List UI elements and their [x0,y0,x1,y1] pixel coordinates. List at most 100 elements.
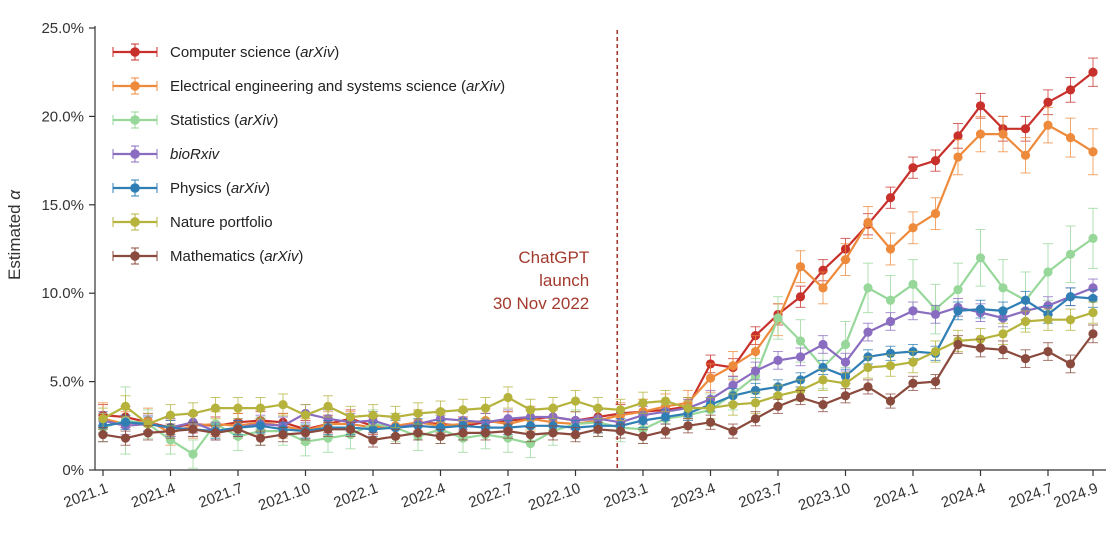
data-point [795,336,806,346]
data-point [863,217,873,228]
data-point [728,426,738,436]
y-tick-label: 25.0% [41,20,84,37]
series-6 [98,324,1098,448]
data-point [840,357,851,367]
data-point [413,428,423,438]
data-point [750,346,761,357]
data-point [435,407,446,417]
legend-marker [130,115,140,125]
data-point [413,408,423,419]
data-point [1088,233,1098,243]
data-point [1065,249,1076,259]
data-point [525,421,536,431]
data-point [1043,267,1053,277]
data-point [953,131,963,141]
y-tick-label: 0% [62,462,84,479]
data-point [98,414,108,424]
data-point [908,378,918,388]
data-point [210,403,221,413]
data-point [255,403,266,413]
series-line [102,124,1094,434]
x-tick-label: 2023.7 [736,480,785,512]
data-point [323,401,333,411]
y-tick-label: 15.0% [41,197,84,214]
data-point [233,424,243,434]
data-point [165,435,176,445]
data-point [975,253,986,263]
data-point [885,316,896,327]
data-point [503,414,513,424]
legend-marker [130,149,140,159]
data-point [953,339,963,350]
data-point [1065,315,1076,325]
data-point [368,410,378,420]
data-point [593,424,603,434]
data-point [885,295,896,305]
legend-marker [130,251,140,261]
data-point [233,403,243,413]
legend-label: Computer science (arXiv) [170,44,339,61]
data-point [638,415,648,426]
x-tick-label: 2024.1 [871,480,920,512]
data-point [818,399,828,410]
data-point [368,424,378,434]
data-point [885,193,896,203]
x-tick-label: 2021.4 [129,480,178,512]
data-point [840,339,851,350]
data-point [165,410,176,420]
data-point [345,424,356,434]
data-point [1088,308,1098,318]
x-tick-label: 2022.7 [466,480,515,512]
data-point [1065,359,1076,369]
data-point [795,392,806,403]
data-point [458,428,468,438]
legend-label: Mathematics (arXiv) [170,248,303,265]
data-point [998,306,1008,316]
data-point [908,279,918,289]
legend: Computer science (arXiv) Electrical engin… [112,43,505,265]
data-point [818,265,828,275]
data-point [120,417,131,427]
data-point [975,129,986,139]
data-point [683,421,693,431]
data-point [1088,329,1098,339]
data-point [548,403,558,413]
legend-item: Electrical engineering and systems scien… [112,77,505,95]
data-point [1088,147,1098,157]
data-point [773,355,783,365]
data-point [818,339,828,350]
data-point [773,313,783,323]
data-point [300,428,311,438]
data-point [930,346,941,357]
legend-label: Electrical engineering and systems scien… [170,78,505,95]
data-point [930,156,941,166]
data-point [165,426,176,436]
data-point [660,396,671,406]
data-point [1065,133,1076,143]
data-point [480,403,491,413]
data-point [863,327,873,337]
data-point [840,378,851,388]
data-point [435,431,446,442]
data-point [705,403,716,413]
data-point [1043,315,1053,325]
data-point [705,417,716,427]
x-tick-label: 2021.7 [196,480,245,512]
data-point [390,431,401,442]
data-point [323,414,333,424]
data-point [705,373,716,383]
data-point [930,309,941,320]
data-point [885,361,896,371]
data-point [1043,97,1053,107]
legend-label: Nature portfolio [170,214,273,231]
data-point [953,285,963,295]
data-point [615,426,626,436]
data-point [998,329,1008,339]
legend-marker [130,81,140,91]
data-point [908,163,918,173]
legend-label: Physics (arXiv) [170,180,270,197]
data-point [1065,292,1076,302]
data-point [885,244,896,254]
data-point [98,430,108,440]
